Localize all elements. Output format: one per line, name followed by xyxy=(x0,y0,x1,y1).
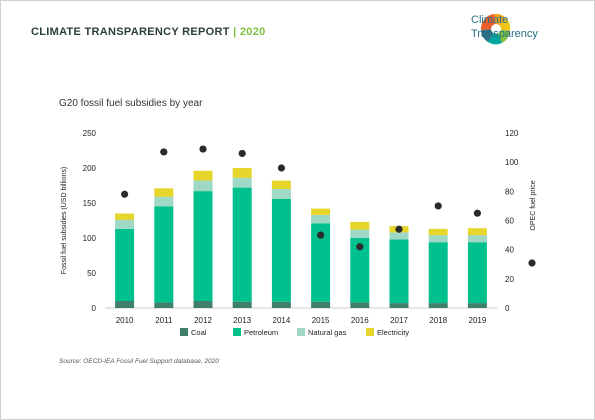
y-tick-label: 50 xyxy=(87,269,96,278)
climate-transparency-logo-icon xyxy=(480,13,511,45)
logo-line-2: Transparency xyxy=(471,28,538,40)
bar-natural-gas xyxy=(115,219,135,229)
y2-tick-label: 0 xyxy=(505,304,510,313)
x-tick-label: 2012 xyxy=(194,316,212,325)
y2-tick-label: 40 xyxy=(505,246,514,255)
bar-electricity xyxy=(232,168,252,178)
x-tick-label: 2015 xyxy=(312,316,330,325)
fossil-subsidies-chart: 0 50 100 150 200 250 0 20 40 60 80 100 120 Fossil fue… xyxy=(61,129,537,337)
y-axis-title: Fossil fuel subsidies (USD billions) xyxy=(61,167,68,274)
y-tick-label: 0 xyxy=(92,304,97,313)
bar-coal xyxy=(154,302,174,308)
bar-petroleum xyxy=(271,198,291,302)
bar-petroleum xyxy=(193,191,213,301)
x-tick-label: 2014 xyxy=(273,316,291,325)
opec-price-point xyxy=(317,231,325,239)
legend-swatch xyxy=(297,328,305,336)
x-tick-label: 2013 xyxy=(233,316,251,325)
legend-swatch xyxy=(180,328,188,336)
bar-natural-gas xyxy=(154,196,174,207)
header-separator: | xyxy=(233,26,237,38)
opec-price-point xyxy=(356,243,364,251)
bar-electricity xyxy=(428,228,448,236)
bar-coal xyxy=(115,301,135,308)
y-tick-label: 150 xyxy=(83,199,97,208)
opec-price-point xyxy=(434,202,442,210)
legend-label: Petroleum xyxy=(244,328,278,337)
bar-coal xyxy=(193,301,213,308)
bar-electricity xyxy=(271,180,291,189)
bar-petroleum xyxy=(115,228,135,301)
x-tick-label: 2010 xyxy=(116,316,134,325)
bar-coal xyxy=(311,301,331,308)
bar-petroleum xyxy=(154,206,174,303)
y2-axis-title: OPEC fuel price xyxy=(530,180,537,230)
report-header-title: CLIMATE TRANSPARENCY REPORT | 2020 xyxy=(31,26,266,38)
y2-tick-label: 60 xyxy=(505,217,514,226)
legend-label: Electricity xyxy=(377,328,409,337)
bar-coal xyxy=(467,303,487,308)
bar-petroleum xyxy=(389,239,409,304)
opec-price-point xyxy=(395,225,403,233)
logo-text: Climate Transparency xyxy=(471,13,538,41)
y-tick-label: 100 xyxy=(83,234,97,243)
x-tick-label: 2018 xyxy=(429,316,447,325)
legend-swatch xyxy=(366,328,374,336)
legend-label: Natural gas xyxy=(308,328,347,337)
y-tick-label: 200 xyxy=(83,164,97,173)
opec-price-point xyxy=(199,145,207,153)
bar-natural-gas xyxy=(311,214,331,224)
chart-title: G20 fossil fuel subsidies by year xyxy=(59,98,203,109)
bar-electricity xyxy=(467,228,487,236)
opec-price-point xyxy=(160,148,168,156)
opec-price-point xyxy=(277,164,285,172)
bar-electricity xyxy=(115,213,135,220)
bar-petroleum xyxy=(311,223,331,302)
legend-swatch xyxy=(233,328,241,336)
y-tick-label: 250 xyxy=(83,129,97,138)
report-title-text: CLIMATE TRANSPARENCY REPORT xyxy=(31,26,230,38)
bar-coal xyxy=(350,302,370,308)
y2-tick-label: 100 xyxy=(505,158,519,167)
bar-petroleum xyxy=(428,242,448,304)
bar-natural-gas xyxy=(467,235,487,243)
bar-petroleum xyxy=(350,238,370,303)
logo-line-1: Climate xyxy=(471,14,509,26)
report-year: 2020 xyxy=(239,26,266,38)
bar-coal xyxy=(389,303,409,308)
x-tick-label: 2016 xyxy=(351,316,369,325)
y2-tick-label: 20 xyxy=(505,275,514,284)
x-tick-label: 2019 xyxy=(469,316,487,325)
opec-price-legend-marker xyxy=(528,259,536,267)
bar-electricity xyxy=(311,208,331,215)
bar-coal xyxy=(428,303,448,308)
legend-label: Coal xyxy=(191,328,207,337)
bar-electricity xyxy=(154,188,174,197)
bar-coal xyxy=(271,301,291,308)
x-tick-label: 2017 xyxy=(390,316,408,325)
y2-tick-label: 120 xyxy=(505,129,519,138)
bar-natural-gas xyxy=(350,229,370,238)
bar-petroleum xyxy=(467,242,487,304)
x-tick-label: 2011 xyxy=(155,316,173,325)
bar-natural-gas xyxy=(271,189,291,199)
bar-natural-gas xyxy=(232,177,252,188)
bar-natural-gas xyxy=(389,232,409,240)
bar-electricity xyxy=(193,170,213,181)
bar-petroleum xyxy=(232,187,252,302)
opec-price-point xyxy=(121,190,129,198)
bar-natural-gas xyxy=(193,180,213,192)
bar-natural-gas xyxy=(428,235,448,243)
opec-price-point xyxy=(473,209,481,217)
bar-electricity xyxy=(350,221,370,230)
y2-tick-label: 80 xyxy=(505,187,514,196)
opec-price-point xyxy=(238,149,246,158)
source-note: Source: OECD-IEA Fossil Fuel Support dat… xyxy=(59,358,219,365)
bar-coal xyxy=(232,301,252,308)
